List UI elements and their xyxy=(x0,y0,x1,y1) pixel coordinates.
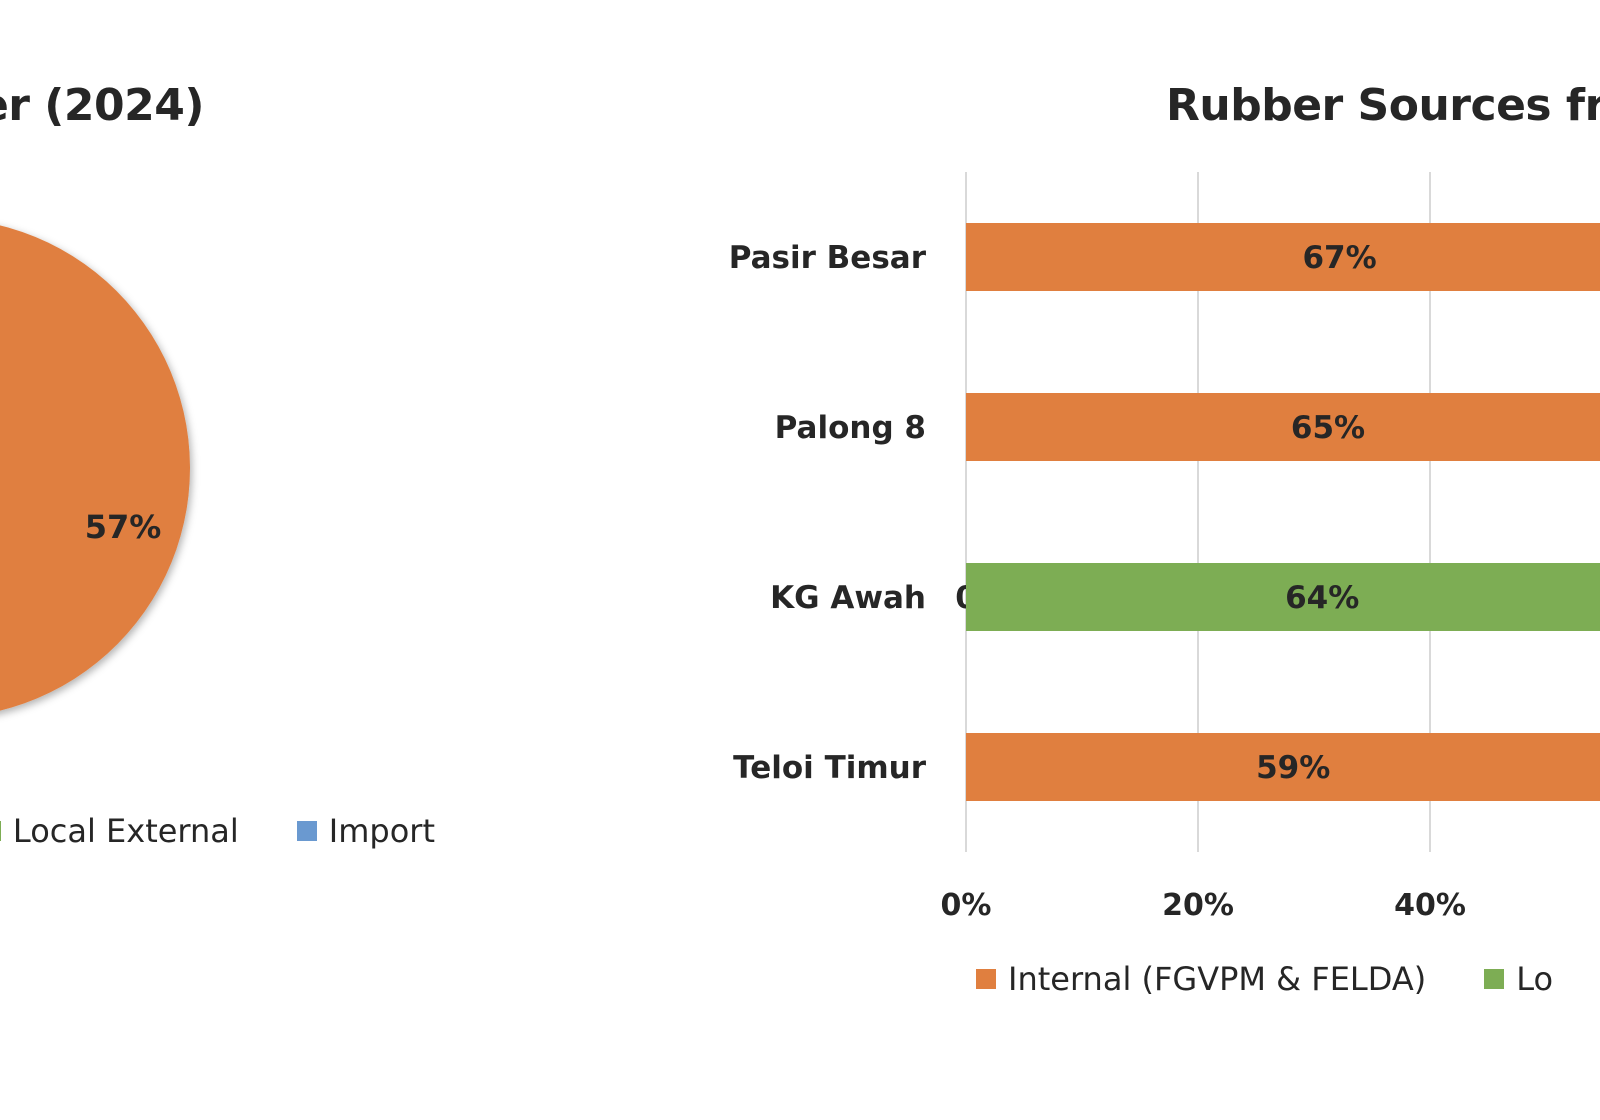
pie-slice-0 xyxy=(0,225,190,711)
bar-chart: 0% 20% 40% Pasir Besar 67% Palong 8 65% KG Awah… xyxy=(729,172,1600,923)
legend-swatch-local xyxy=(1484,969,1505,989)
bar-1-2 xyxy=(966,563,1600,631)
pie-slice-label-0: 57% xyxy=(85,508,162,546)
bar-label-0-3: 59% xyxy=(1256,750,1330,786)
legend-label-local: Lo xyxy=(1516,960,1554,998)
x-tick-label-0: 0% xyxy=(941,888,992,923)
bar-label-1-2: 64% xyxy=(1285,580,1359,616)
pie-chart-title: ber (2024) xyxy=(0,80,205,131)
x-tick-label-2: 40% xyxy=(1394,888,1466,923)
bar-label-0-0: 67% xyxy=(1302,240,1376,276)
bar-legend: Internal (FGVPM & FELDA) Lo xyxy=(976,960,1553,998)
legend-label-internal: Internal (FGVPM & FELDA) xyxy=(1008,960,1427,998)
legend-swatch-internal xyxy=(976,969,996,989)
x-tick-label-1: 20% xyxy=(1162,888,1234,923)
bar-0-0 xyxy=(966,223,1600,291)
legend-swatch-local-external xyxy=(0,821,1,841)
pie-chart: 57% xyxy=(0,225,190,711)
legend-item-import: Import xyxy=(296,812,435,850)
category-label-2: KG Awah xyxy=(770,580,926,616)
bar-label-0-1: 65% xyxy=(1291,410,1365,446)
legend-item-local-external: Local External xyxy=(0,812,239,850)
bar-chart-title: Rubber Sources fr xyxy=(1166,80,1600,131)
legend-label-local-external: Local External xyxy=(12,812,239,850)
category-label-3: Teloi Timur xyxy=(733,750,927,786)
legend-label-import: Import xyxy=(328,812,435,850)
legend-item-internal: Internal (FGVPM & FELDA) xyxy=(976,960,1426,998)
category-label-0: Pasir Besar xyxy=(729,240,927,276)
category-label-1: Palong 8 xyxy=(775,410,926,446)
legend-item-local: Lo xyxy=(1484,960,1553,998)
bar-0-1 xyxy=(966,393,1600,461)
pie-legend: Local External Import xyxy=(0,812,435,850)
legend-swatch-import xyxy=(296,821,317,841)
bar-0-3 xyxy=(966,733,1600,801)
